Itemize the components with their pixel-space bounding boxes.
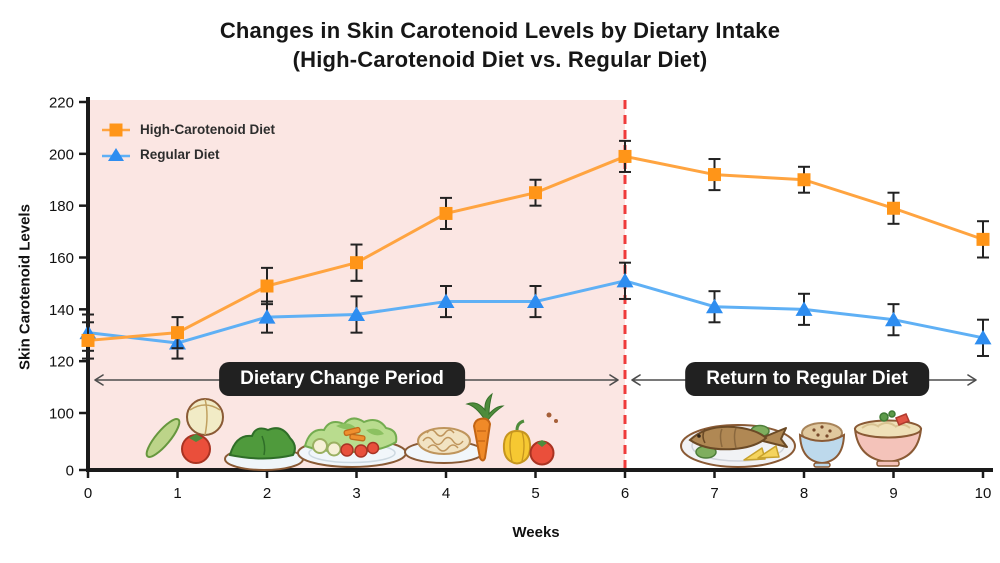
svg-text:2: 2: [263, 485, 271, 502]
svg-text:0: 0: [66, 463, 74, 480]
svg-text:5: 5: [531, 485, 539, 502]
legend-label-regular: Regular Diet: [140, 147, 220, 162]
svg-text:0: 0: [84, 485, 92, 502]
dietary-change-period-label: Dietary Change Period: [219, 362, 465, 396]
svg-text:9: 9: [889, 485, 897, 502]
orange-square-marker-icon: [102, 123, 130, 136]
chart-title-line1: Changes in Skin Carotenoid Levels by Die…: [219, 18, 781, 43]
svg-text:100: 100: [49, 406, 74, 423]
svg-text:4: 4: [442, 485, 450, 502]
svg-text:3: 3: [352, 485, 360, 502]
x-axis-label: Weeks: [512, 524, 560, 541]
y-axis-label: Skin Carotenoid Levels: [16, 204, 34, 370]
chart-title: Changes in Skin Carotenoid Levels by Die…: [0, 16, 1000, 74]
svg-text:10: 10: [975, 485, 992, 502]
svg-text:220: 220: [49, 95, 74, 112]
legend-item-regular: Regular Diet: [101, 142, 275, 167]
svg-text:8: 8: [800, 485, 808, 502]
svg-text:7: 7: [710, 485, 718, 502]
svg-text:160: 160: [49, 250, 74, 267]
legend-item-high-carotenoid: High-Carotenoid Diet: [101, 117, 275, 142]
return-to-regular-diet-label: Return to Regular Diet: [685, 362, 929, 396]
legend: High-Carotenoid Diet Regular Diet: [101, 117, 275, 167]
svg-text:200: 200: [49, 146, 74, 163]
chart-title-line2: (High-Carotenoid Diet vs. Regular Diet): [292, 47, 708, 72]
blue-triangle-marker-icon: [102, 147, 130, 161]
svg-text:1: 1: [173, 485, 181, 502]
svg-text:6: 6: [621, 485, 629, 502]
legend-label-high-carotenoid: High-Carotenoid Diet: [140, 122, 275, 137]
svg-text:140: 140: [49, 302, 74, 319]
svg-text:180: 180: [49, 198, 74, 215]
svg-text:120: 120: [49, 354, 74, 371]
